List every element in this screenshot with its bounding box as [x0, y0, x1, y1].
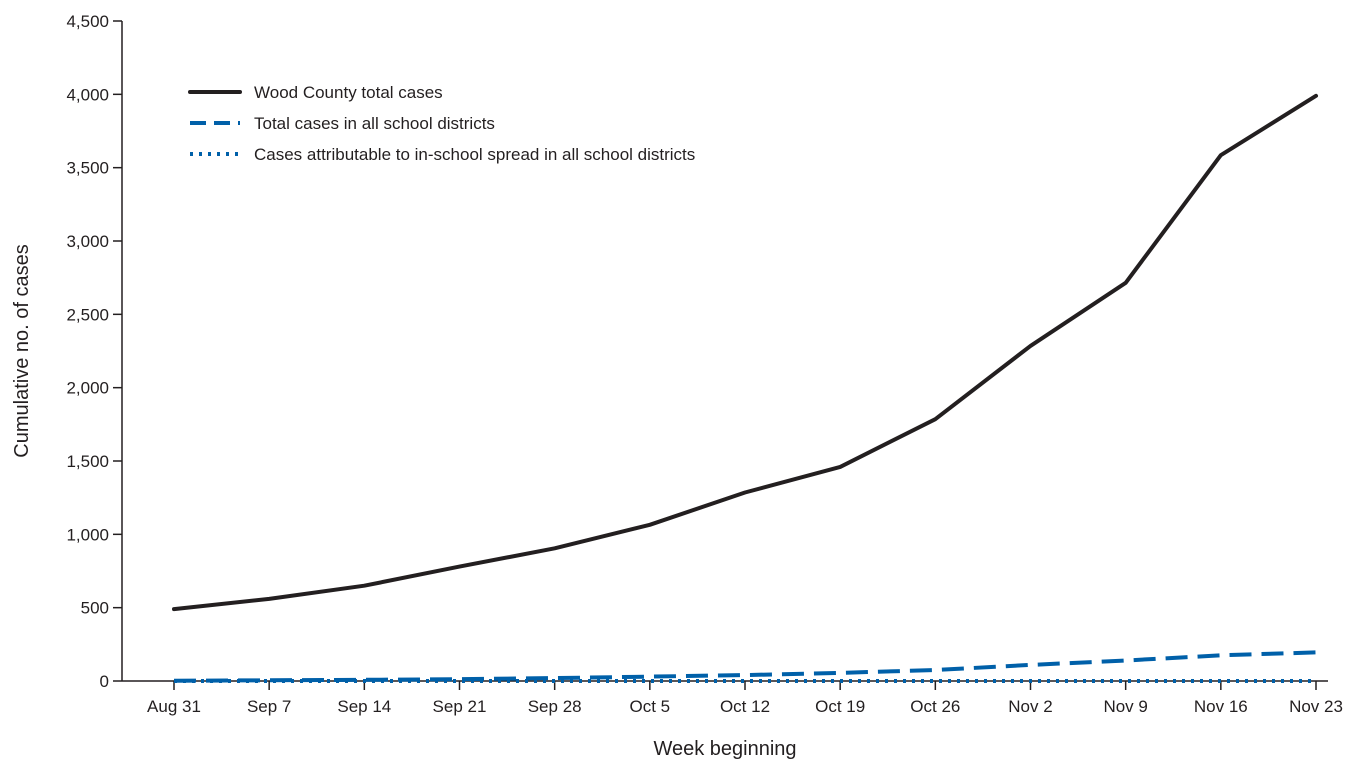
x-axis-title: Week beginning [653, 738, 796, 760]
x-tick-label: Nov 16 [1194, 697, 1248, 716]
legend-label: Total cases in all school districts [254, 114, 495, 133]
legend-label: Wood County total cases [254, 83, 443, 102]
legend: Wood County total cases Total cases in al… [188, 83, 695, 164]
series-line-dashed [173, 650, 1317, 683]
x-tick-label: Sep 28 [528, 697, 582, 716]
legend-label: Cases attributable to in-school spread i… [254, 145, 695, 164]
y-tick-label: 4,000 [66, 85, 109, 104]
x-tick-label: Oct 26 [910, 697, 960, 716]
x-tick-label: Oct 19 [815, 697, 865, 716]
series-line-solid [172, 93, 1318, 612]
x-tick-label: Sep 7 [247, 697, 291, 716]
x-tick-label: Sep 14 [337, 697, 391, 716]
x-tick-label: Sep 21 [433, 697, 487, 716]
x-tick-label: Nov 2 [1008, 697, 1052, 716]
y-tick-label: 0 [100, 672, 109, 691]
y-tick-label: 3,000 [66, 232, 109, 251]
x-tick-label: Nov 23 [1289, 697, 1343, 716]
x-tick-label: Oct 5 [630, 697, 671, 716]
y-tick-label: 2,000 [66, 379, 109, 398]
y-tick-label: 4,500 [66, 12, 109, 31]
y-tick-label: 1,500 [66, 452, 109, 471]
y-axis-title: Cumulative no. of cases [11, 244, 33, 457]
x-tick-label: Oct 12 [720, 697, 770, 716]
series-layer [172, 93, 1318, 683]
y-tick-label: 3,500 [66, 159, 109, 178]
axes: 0 500 1,000 1,500 2,000 2,500 3,000 3,500 4,000 4… [66, 12, 1342, 716]
x-tick-label: Nov 9 [1103, 697, 1147, 716]
y-tick-label: 2,500 [66, 305, 109, 324]
y-tick-label: 1,000 [66, 525, 109, 544]
y-tick-label: 500 [81, 599, 109, 618]
x-tick-label: Aug 31 [147, 697, 201, 716]
